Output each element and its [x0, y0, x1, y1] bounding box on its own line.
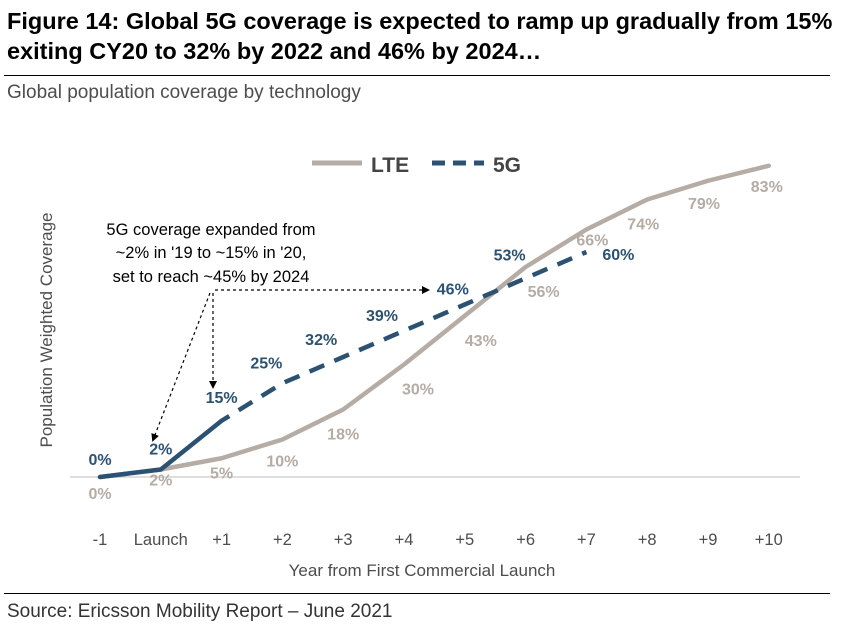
lte-data-label: 18%: [327, 427, 359, 444]
x-tick-label: +1: [212, 531, 231, 549]
5g-data-labels: 0% 2% 15% 25% 32% 39% 46% 53% 60%: [88, 247, 634, 469]
annotation-callout: 5G coverage expanded from ~2% in '19 to …: [106, 221, 430, 442]
x-tick-label: +2: [273, 531, 292, 549]
x-tick-label: +7: [577, 531, 596, 549]
x-tick-label: +5: [455, 531, 474, 549]
lte-data-label: 2%: [149, 473, 172, 490]
lte-line: [97, 163, 772, 480]
5g-data-label: 25%: [250, 355, 282, 372]
figure-title: Figure 14: Global 5G coverage is expecte…: [7, 8, 833, 64]
annotation-arrow-2pct: [151, 292, 211, 442]
lte-data-label: 83%: [751, 179, 783, 196]
5g-data-label: 2%: [149, 442, 172, 459]
x-tick-label: +3: [334, 531, 353, 549]
lte-data-label: 74%: [627, 217, 659, 234]
x-tick-label: +4: [395, 531, 414, 549]
source-note: Source: Ericsson Mobility Report – June …: [7, 601, 393, 622]
5g-series: [97, 249, 588, 480]
5g-data-label: 32%: [305, 332, 337, 349]
lte-data-label: 5%: [210, 465, 233, 482]
5g-data-label: 0%: [88, 452, 111, 469]
x-tick-label: +6: [516, 531, 535, 549]
x-tick-label: +10: [755, 531, 783, 549]
annotation-line-3: set to reach ~45% by 2024: [113, 268, 310, 286]
5g-data-label: 53%: [494, 247, 526, 264]
source-divider: [4, 593, 830, 594]
5g-data-label: 39%: [366, 308, 398, 325]
5g-data-label: 60%: [602, 247, 634, 264]
5g-data-label: 15%: [206, 390, 238, 407]
legend-5g-label: 5G: [493, 154, 521, 177]
title-divider: [4, 75, 830, 76]
legend-lte-label: LTE: [371, 154, 409, 177]
lte-data-label: 30%: [402, 382, 434, 399]
chart-subtitle: Global population coverage by technology: [7, 82, 361, 103]
5g-line-actual: [97, 418, 224, 480]
x-axis-label: Year from First Commercial Launch: [289, 561, 556, 580]
lte-data-label: 10%: [266, 454, 298, 471]
lte-data-labels: 0% 2% 5% 10% 18% 30% 43% 56% 66% 74% 79% 83%: [88, 179, 782, 503]
5g-data-label: 46%: [437, 282, 469, 299]
lte-data-label: 43%: [465, 333, 497, 350]
lte-data-label: 79%: [688, 196, 720, 213]
lte-data-label: 0%: [88, 486, 111, 503]
x-tick-label: +8: [638, 531, 657, 549]
annotation-line-1: 5G coverage expanded from: [106, 221, 315, 239]
y-axis-label: Population Weighted Coverage: [37, 212, 56, 447]
lte-data-label: 56%: [528, 284, 560, 301]
annotation-line-2: ~2% in '19 to ~15% in '20,: [116, 244, 307, 262]
lte-data-label: 66%: [576, 233, 608, 250]
x-tick-label: -1: [93, 531, 108, 549]
chart-legend: LTE 5G: [312, 154, 521, 177]
x-tick-labels: -1 Launch +1 +2 +3 +4 +5 +6 +7 +8 +9 +10: [93, 531, 783, 549]
x-tick-label: +9: [699, 531, 718, 549]
lte-series: [97, 163, 772, 480]
x-tick-label: Launch: [134, 531, 188, 549]
